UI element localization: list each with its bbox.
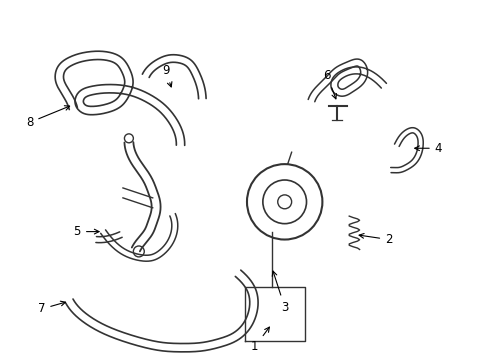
Text: 7: 7: [38, 301, 65, 315]
Text: 9: 9: [162, 64, 172, 87]
Text: 6: 6: [323, 69, 336, 99]
Text: 4: 4: [414, 142, 441, 155]
Text: 3: 3: [272, 271, 288, 314]
Text: 8: 8: [26, 106, 69, 129]
Text: 5: 5: [74, 225, 99, 238]
Text: 1: 1: [251, 327, 269, 353]
Text: 2: 2: [358, 233, 392, 246]
